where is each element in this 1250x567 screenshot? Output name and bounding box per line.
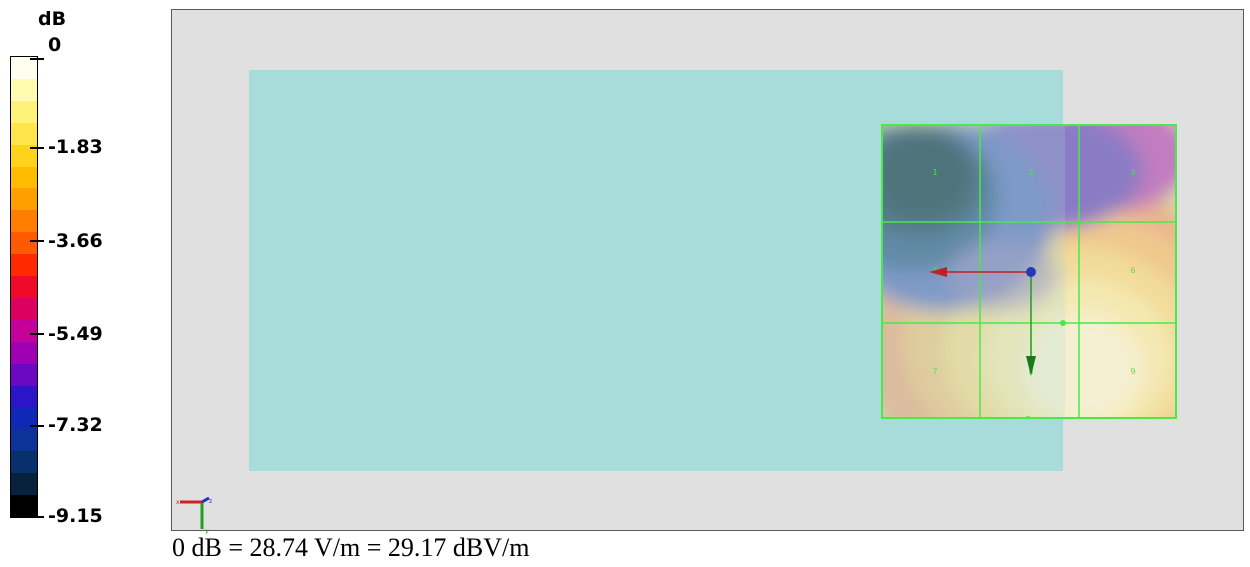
field-viewport[interactable]: 1 2 3 4 5 6 7 8 9 bbox=[171, 9, 1244, 534]
legend-color-band bbox=[11, 144, 37, 167]
legend-color-band bbox=[11, 254, 37, 277]
legend-color-band bbox=[11, 495, 37, 518]
legend-color-band bbox=[11, 473, 37, 496]
legend-color-band bbox=[11, 429, 37, 452]
legend-tick bbox=[30, 425, 44, 427]
legend-tick bbox=[30, 516, 44, 518]
axis-y-label: y bbox=[205, 528, 209, 534]
legend-color-band bbox=[11, 276, 37, 298]
axes-triad-icon: x y z bbox=[176, 496, 212, 534]
legend-label-2: -3.66 bbox=[48, 230, 103, 252]
legend-label-3: -5.49 bbox=[48, 323, 103, 345]
legend-color-band bbox=[11, 166, 37, 189]
reference-level-caption: 0 dB = 28.74 V/m = 29.17 dBV/m bbox=[172, 533, 530, 562]
cell-label-3: 3 bbox=[1130, 168, 1135, 177]
legend-color-band bbox=[11, 407, 37, 430]
cell-label-1: 1 bbox=[932, 168, 937, 177]
probe-orientation-arrows bbox=[929, 267, 1036, 376]
scan-area: 1 2 3 4 5 6 7 8 9 bbox=[881, 124, 1177, 419]
legend-color-band bbox=[11, 297, 37, 320]
legend-color-band bbox=[11, 210, 37, 233]
legend-color-band bbox=[11, 100, 37, 123]
field-distribution-map: 1 2 3 4 5 6 7 8 9 bbox=[883, 126, 1175, 417]
legend-color-band bbox=[11, 319, 37, 342]
cell-label-6: 6 bbox=[1130, 266, 1135, 275]
legend-color-band bbox=[11, 78, 37, 101]
legend-color-band bbox=[11, 385, 37, 408]
legend-tick bbox=[30, 333, 44, 335]
axis-x-label: x bbox=[176, 499, 180, 506]
legend-unit-label: dB bbox=[38, 8, 67, 30]
legend-color-band bbox=[11, 232, 37, 255]
legend-tick bbox=[30, 240, 44, 242]
legend-label-5: -9.15 bbox=[48, 505, 103, 527]
legend-tick bbox=[30, 147, 44, 149]
legend-color-band bbox=[11, 363, 37, 386]
legend-label-0: 0 bbox=[48, 34, 62, 56]
legend-color-band bbox=[11, 57, 37, 79]
legend-color-band bbox=[11, 122, 37, 145]
cell-label-7: 7 bbox=[932, 367, 937, 376]
legend-color-band bbox=[11, 188, 37, 211]
legend-color-band bbox=[11, 341, 37, 364]
legend-tick bbox=[30, 58, 44, 60]
cell-label-2: 2 bbox=[1028, 168, 1033, 177]
legend-label-4: -7.32 bbox=[48, 414, 103, 436]
axis-z-label: z bbox=[209, 498, 212, 505]
cell-label-9: 9 bbox=[1130, 367, 1135, 376]
color-scale-bar bbox=[10, 56, 38, 518]
legend-label-1: -1.83 bbox=[48, 136, 103, 158]
legend-color-band bbox=[11, 451, 37, 474]
